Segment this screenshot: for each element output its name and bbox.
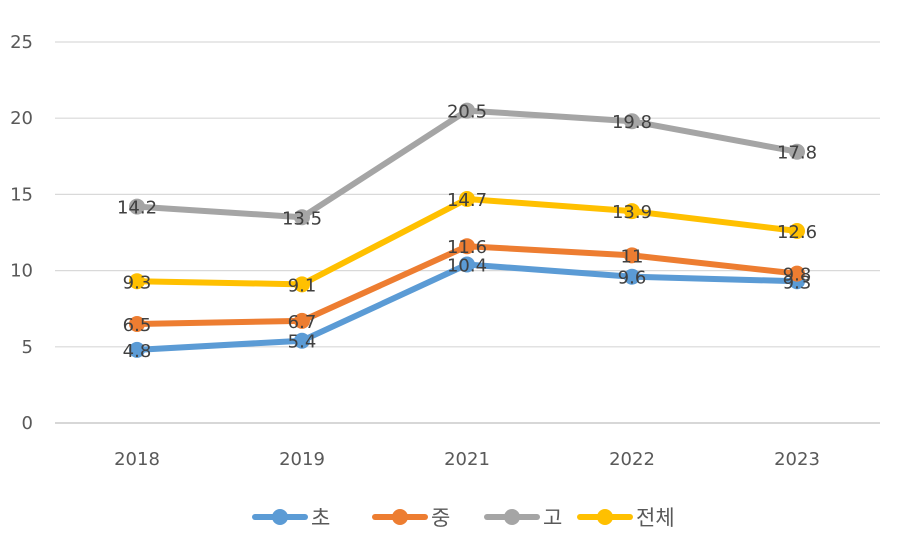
data-label: 13.9: [612, 202, 652, 223]
y-axis: 0 5 10 15 20 25: [10, 32, 33, 434]
y-tick-label: 25: [10, 32, 33, 53]
data-point: [459, 190, 475, 207]
y-tick-label: 10: [10, 261, 33, 282]
data-label: 9.3: [783, 272, 812, 293]
legend-swatch-marker: [597, 509, 613, 525]
legend-swatch-marker: [504, 509, 520, 525]
x-tick-label: 2022: [609, 449, 655, 470]
data-point: [294, 332, 310, 349]
legend-item: 고: [484, 506, 562, 530]
y-tick-label: 5: [22, 337, 33, 358]
legend-item: 중: [372, 506, 450, 530]
data-point: [459, 256, 475, 273]
legend-label: 고: [543, 506, 562, 530]
y-tick-label: 0: [22, 413, 33, 434]
data-point: [624, 268, 640, 285]
data-label: 11.6: [447, 237, 487, 258]
data-label: 9.3: [123, 272, 152, 293]
data-point: [624, 247, 640, 264]
data-point: [624, 203, 640, 220]
data-point: [129, 341, 145, 358]
data-point: [459, 102, 475, 119]
data-point: [129, 273, 145, 290]
data-label: 11: [621, 246, 644, 267]
data-point: [624, 113, 640, 130]
x-tick-label: 2023: [774, 449, 820, 470]
data-label: 9.6: [618, 268, 647, 289]
data-label: 13.5: [282, 208, 322, 229]
data-label: 6.7: [288, 312, 317, 333]
data-label: 4.8: [123, 341, 152, 362]
series-lines: [129, 102, 805, 358]
data-point: [459, 238, 475, 255]
y-tick-label: 20: [10, 108, 33, 129]
data-point: [789, 265, 805, 282]
data-label: 14.2: [117, 198, 157, 219]
legend: 초 중 고 전체: [252, 506, 675, 530]
data-label: 10.4: [447, 256, 487, 277]
data-point: [294, 312, 310, 329]
data-label: 12.6: [777, 222, 817, 243]
x-tick-label: 2021: [444, 449, 490, 470]
data-point: [294, 209, 310, 226]
data-point: [789, 222, 805, 239]
legend-label: 초: [311, 506, 330, 530]
legend-swatch-marker: [392, 509, 408, 525]
data-point: [294, 276, 310, 293]
data-label: 9.8: [783, 265, 812, 286]
legend-label: 중: [431, 506, 450, 530]
data-label: 14.7: [447, 190, 487, 211]
data-labels: 4.8 5.4 10.4 9.6 9.3 6.5 6.7 11.6 11 9.8 14.2 13.5 2…: [117, 102, 817, 362]
data-point: [789, 143, 805, 160]
data-label: 5.4: [288, 332, 317, 353]
legend-label: 전체: [636, 506, 675, 530]
data-label: 20.5: [447, 102, 487, 123]
data-label: 17.8: [777, 143, 817, 164]
x-tick-label: 2019: [279, 449, 325, 470]
gridlines: [55, 41, 880, 424]
data-label: 6.5: [123, 315, 152, 336]
data-point: [129, 315, 145, 332]
x-tick-label: 2018: [114, 449, 160, 470]
x-axis: 2018 2019 2021 2022 2023: [114, 449, 820, 470]
data-label: 19.8: [612, 112, 652, 133]
y-tick-label: 15: [10, 184, 33, 205]
series-line-0: [134, 261, 800, 353]
legend-item: 전체: [577, 506, 675, 530]
data-point: [129, 198, 145, 215]
data-label: 9.1: [288, 275, 317, 296]
legend-item: 초: [252, 506, 330, 530]
legend-swatch-marker: [272, 509, 288, 525]
